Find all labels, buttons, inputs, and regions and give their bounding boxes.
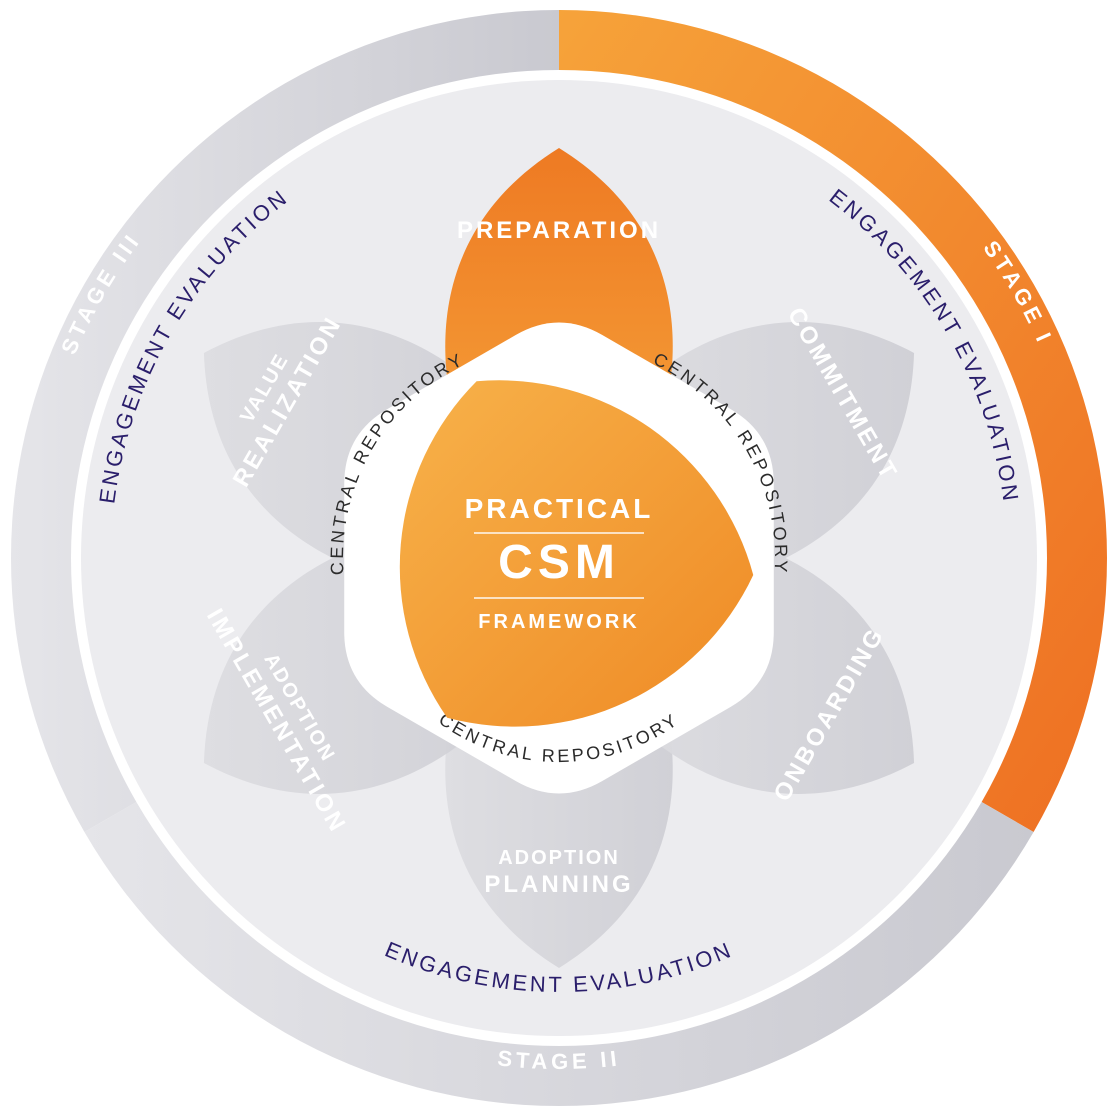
petal-3-label: ADOPTIONPLANNING xyxy=(484,847,633,898)
center-label-bottom: FRAMEWORK xyxy=(478,611,639,633)
center-label-main: CSM xyxy=(498,536,620,589)
svg-text:PLANNING: PLANNING xyxy=(484,871,633,898)
stage-2-label: STAGE II xyxy=(496,1045,621,1074)
petal-0-label: PREPARATION xyxy=(457,217,661,244)
svg-text:ADOPTION: ADOPTION xyxy=(498,847,620,869)
center-label-top: PRACTICAL xyxy=(465,493,654,524)
csm-framework-diagram: STAGE ISTAGE IISTAGE IIIENGAGEMENT EVALU… xyxy=(0,0,1118,1116)
svg-text:PREPARATION: PREPARATION xyxy=(457,217,661,244)
